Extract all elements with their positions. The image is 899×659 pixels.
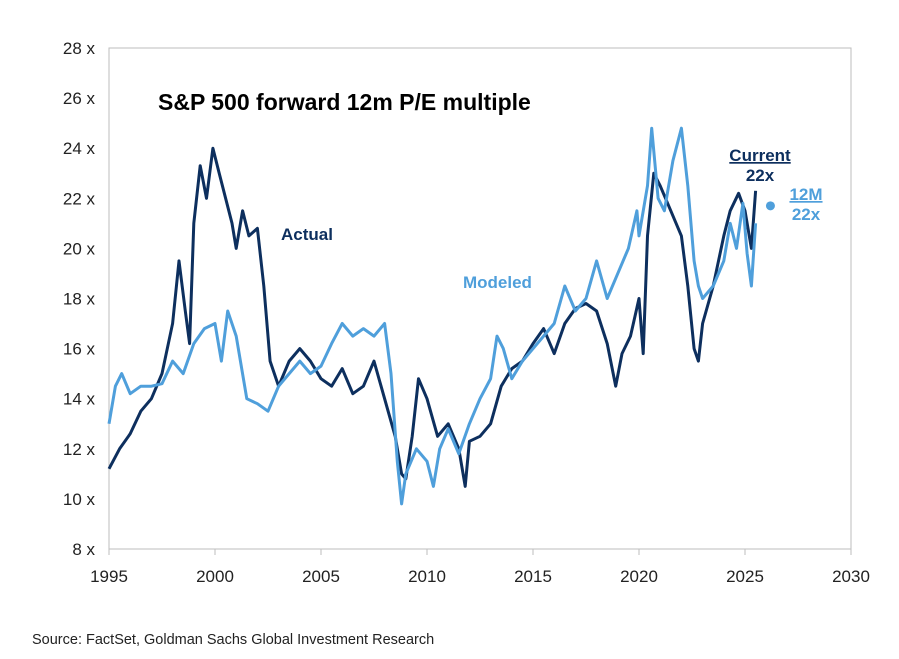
y-tick-label: 14 x	[63, 390, 96, 409]
y-tick-label: 24 x	[63, 139, 96, 158]
y-axis-ticks: 8 x 10 x 12 x 14 x 16 x 18 x 20 x 22 x 24 x 26 x 2…	[63, 39, 96, 559]
current-label: Current	[729, 146, 791, 165]
x-tick-label: 2020	[620, 567, 658, 586]
x-axis-ticks: 1995 2000 2005 2010 2015 2020 2025 2030	[90, 549, 870, 586]
x-tick-label: 2000	[196, 567, 234, 586]
y-tick-label: 8 x	[72, 540, 95, 559]
y-tick-label: 20 x	[63, 239, 96, 258]
x-tick-label: 2005	[302, 567, 340, 586]
twelve-m-marker	[765, 201, 775, 211]
y-tick-label: 26 x	[63, 89, 96, 108]
y-tick-label: 18 x	[63, 290, 96, 309]
y-tick-label: 12 x	[63, 440, 96, 459]
x-tick-label: 2010	[408, 567, 446, 586]
y-tick-label: 28 x	[63, 39, 96, 58]
y-tick-label: 22 x	[63, 189, 96, 208]
pe-multiple-chart: 8 x 10 x 12 x 14 x 16 x 18 x 20 x 22 x 24 x 26 x 2…	[63, 39, 870, 586]
chart-title: S&P 500 forward 12m P/E multiple	[158, 89, 531, 115]
x-tick-label: 2025	[726, 567, 764, 586]
actual-series-label: Actual	[281, 225, 333, 244]
series-lines	[107, 126, 758, 506]
x-tick-label: 2030	[832, 567, 870, 586]
series-line-modeled	[107, 126, 758, 506]
y-tick-label: 10 x	[63, 490, 96, 509]
twelve-m-label: 12M	[789, 185, 822, 204]
x-tick-label: 1995	[90, 567, 128, 586]
modeled-series-label: Modeled	[463, 273, 532, 292]
twelve-m-value: 22x	[792, 205, 821, 224]
x-tick-label: 2015	[514, 567, 552, 586]
plot-frame	[108, 47, 852, 550]
y-tick-label: 16 x	[63, 340, 96, 359]
current-value: 22x	[746, 166, 775, 185]
series-line-actual	[107, 146, 758, 488]
source-note: Source: FactSet, Goldman Sachs Global In…	[32, 632, 435, 648]
